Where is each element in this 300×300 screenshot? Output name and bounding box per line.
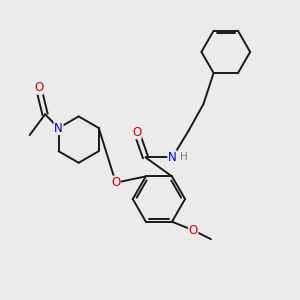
Text: N: N — [54, 122, 63, 134]
Text: O: O — [132, 126, 141, 139]
Text: N: N — [168, 151, 177, 164]
Text: O: O — [34, 81, 43, 94]
Text: O: O — [111, 176, 120, 189]
Text: O: O — [188, 224, 198, 237]
Text: H: H — [180, 152, 188, 162]
